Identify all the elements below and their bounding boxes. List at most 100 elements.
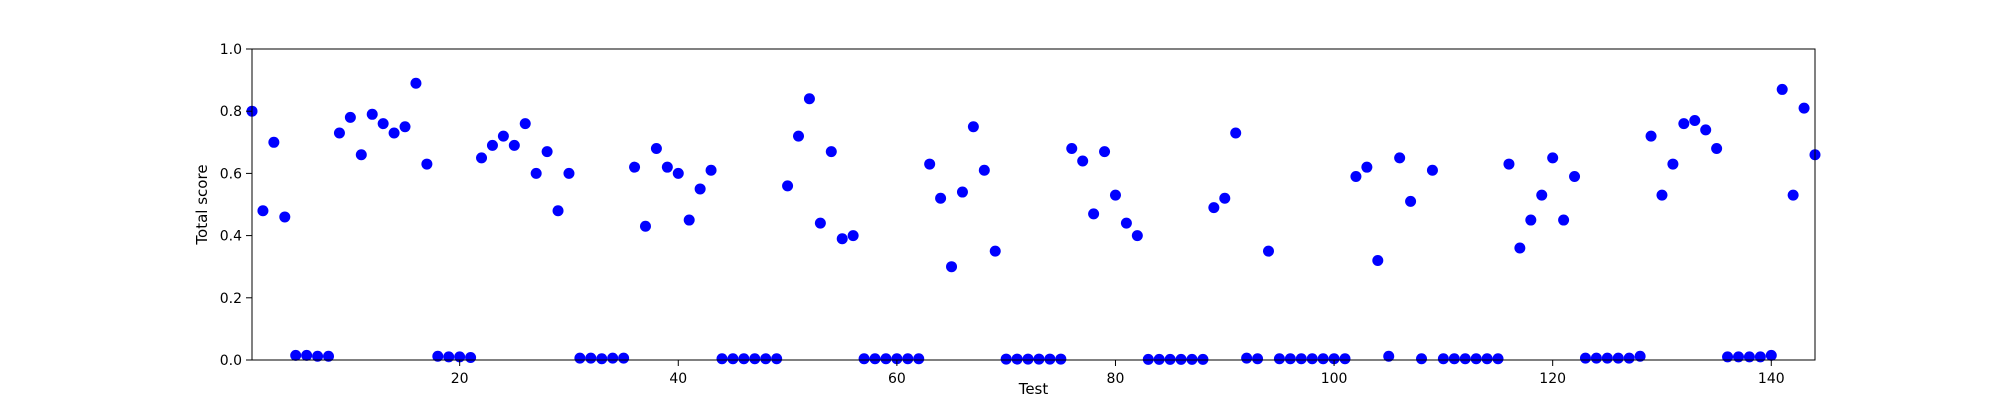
data-point (1339, 353, 1351, 365)
data-point (1077, 155, 1089, 167)
data-point (1743, 351, 1755, 363)
data-point (432, 350, 444, 362)
data-point (1153, 353, 1165, 365)
data-point (519, 118, 531, 130)
x-tick-label: 40 (669, 371, 687, 387)
data-point (618, 352, 630, 364)
data-point (1044, 353, 1056, 365)
data-point (312, 350, 324, 362)
data-point (1295, 353, 1307, 365)
data-point (443, 351, 455, 363)
data-point (1317, 353, 1329, 365)
data-point (639, 220, 651, 232)
x-tick-label: 120 (1539, 371, 1566, 387)
x-axis-label: Test (1018, 380, 1049, 398)
y-tick-label: 0.6 (220, 166, 242, 182)
data-point (1252, 353, 1264, 365)
data-point (924, 158, 936, 170)
data-point (486, 139, 498, 151)
data-point (279, 211, 291, 223)
data-point (1099, 146, 1111, 158)
data-point (946, 261, 958, 273)
data-point (1558, 214, 1570, 226)
x-tick-label: 20 (451, 371, 469, 387)
data-point (1241, 352, 1253, 364)
data-point (1120, 217, 1132, 229)
data-point (1689, 115, 1701, 127)
data-point (1186, 353, 1198, 365)
data-point (1722, 351, 1734, 363)
data-point (476, 152, 488, 164)
data-point (596, 353, 608, 365)
data-point (847, 230, 859, 242)
data-point (1131, 230, 1143, 242)
data-point (366, 108, 378, 120)
x-tick-label: 100 (1321, 371, 1348, 387)
y-axis: 0.0 0.2 0.4 0.6 0.8 1.0 (220, 42, 252, 369)
data-point (1033, 353, 1045, 365)
x-tick-label: 60 (888, 371, 906, 387)
data-point (465, 352, 477, 364)
data-point (344, 111, 356, 123)
data-point (323, 350, 335, 362)
y-tick-label: 0.4 (220, 229, 242, 245)
data-point (771, 353, 783, 365)
data-point (1601, 352, 1613, 364)
y-tick-label: 0.8 (220, 104, 242, 120)
data-points (246, 77, 1821, 365)
data-point (388, 127, 400, 139)
data-point (1798, 102, 1810, 114)
data-point (760, 353, 772, 365)
data-point (1776, 83, 1788, 95)
data-point (563, 167, 575, 179)
data-point (1579, 352, 1591, 364)
data-point (1426, 164, 1438, 176)
data-point (1066, 143, 1078, 155)
data-point (1055, 353, 1067, 365)
data-point (727, 353, 739, 365)
data-point (1590, 352, 1602, 364)
data-point (1459, 353, 1471, 365)
data-point (1536, 189, 1548, 201)
data-point (650, 143, 662, 155)
data-point (1667, 158, 1679, 170)
data-point (1503, 158, 1515, 170)
data-point (1765, 349, 1777, 361)
data-point (1612, 352, 1624, 364)
data-point (1394, 152, 1406, 164)
data-point (1383, 350, 1395, 362)
data-point (541, 146, 553, 158)
plot-frame (251, 48, 1816, 361)
data-point (902, 353, 914, 365)
data-point (1350, 171, 1362, 183)
data-point (989, 245, 1001, 257)
data-point (1142, 353, 1154, 365)
data-point (290, 349, 302, 361)
data-point (1273, 353, 1285, 365)
data-point (1492, 353, 1504, 365)
data-point (738, 353, 750, 365)
data-point (585, 352, 597, 364)
data-point (257, 205, 269, 217)
data-point (694, 183, 706, 195)
data-point (749, 353, 761, 365)
y-tick-label: 0.0 (220, 353, 242, 369)
data-point (1328, 353, 1340, 365)
data-point (1416, 353, 1428, 365)
x-tick-label: 140 (1758, 371, 1785, 387)
data-point (1787, 189, 1799, 201)
data-point (880, 353, 892, 365)
data-point (814, 217, 826, 229)
data-point (1372, 254, 1384, 266)
data-point (1262, 245, 1274, 257)
data-point (1437, 353, 1449, 365)
data-point (672, 167, 684, 179)
data-point (1230, 127, 1242, 139)
data-point (1109, 189, 1121, 201)
y-axis-label: Total score (193, 164, 211, 245)
data-point (1514, 242, 1526, 254)
data-point (1547, 152, 1559, 164)
data-point (825, 146, 837, 158)
data-point (1361, 161, 1373, 173)
